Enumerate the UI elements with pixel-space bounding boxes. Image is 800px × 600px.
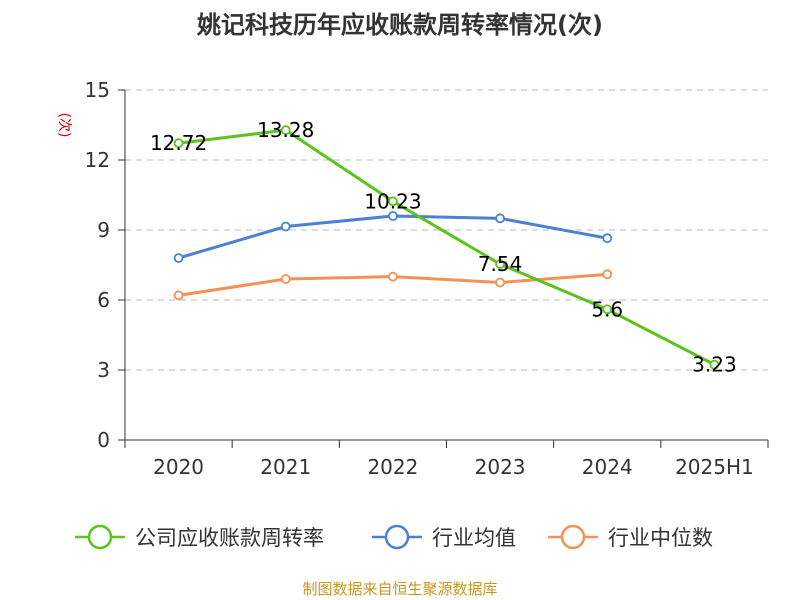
axes: 0 3 6 9 12 15 2020 2021 2022 2023 2024 2025H1	[85, 78, 769, 479]
data-label: 13.28	[257, 118, 314, 142]
series-line-1	[178, 214, 608, 260]
legend-label: 行业中位数	[608, 526, 713, 550]
data-label: 5.6	[591, 297, 623, 321]
legend-marker	[560, 524, 586, 550]
x-tick-label: 2022	[367, 455, 418, 479]
data-point	[495, 277, 505, 288]
x-tick-label: 2024	[582, 455, 633, 479]
legend-label: 行业均值	[432, 526, 516, 550]
data-source-note: 制图数据来自恒生聚源数据库	[302, 580, 497, 598]
data-point	[709, 359, 720, 370]
data-point	[388, 196, 398, 207]
legend-label: 公司应收账款周转率	[135, 526, 324, 550]
legend-marker	[87, 524, 113, 550]
data-point	[602, 269, 613, 280]
x-tick-label: 2023	[475, 455, 526, 479]
legend: 公司应收账款周转率 行业均值 行业中位数	[75, 524, 713, 550]
legend-marker	[384, 524, 410, 550]
y-axis-unit-label: (次)	[56, 113, 72, 138]
series-group	[173, 125, 720, 370]
data-point	[280, 125, 291, 136]
data-point	[280, 221, 291, 232]
y-tick-label: 3	[97, 358, 110, 382]
data-point	[173, 290, 184, 301]
data-point	[495, 213, 505, 224]
y-tick-label: 12	[85, 148, 110, 172]
x-tick-label: 2025H1	[675, 455, 754, 479]
data-point	[280, 274, 291, 284]
grid-lines	[125, 89, 768, 371]
data-point	[495, 259, 505, 269]
data-point	[388, 271, 398, 282]
y-tick-label: 9	[97, 218, 110, 242]
data-point	[173, 253, 184, 263]
data-point	[602, 304, 613, 315]
data-label: 3.23	[692, 353, 737, 377]
chart-title: 姚记科技历年应收账款周转率情况(次)	[196, 11, 603, 39]
data-point	[388, 211, 398, 221]
data-label: 10.23	[364, 189, 421, 213]
data-label: 12.72	[150, 131, 207, 155]
y-tick-label: 6	[97, 288, 110, 312]
data-label: 7.54	[478, 252, 523, 276]
y-tick-label: 15	[85, 78, 110, 102]
x-tick-label: 2021	[260, 455, 311, 479]
x-tick-label: 2020	[153, 455, 204, 479]
data-point	[173, 138, 184, 149]
data-point	[602, 233, 613, 244]
series-line-0	[178, 128, 716, 366]
y-tick-label: 0	[97, 428, 110, 452]
data-labels: 12.72 13.28 10.23 7.54 5.6 3.23	[150, 118, 737, 377]
